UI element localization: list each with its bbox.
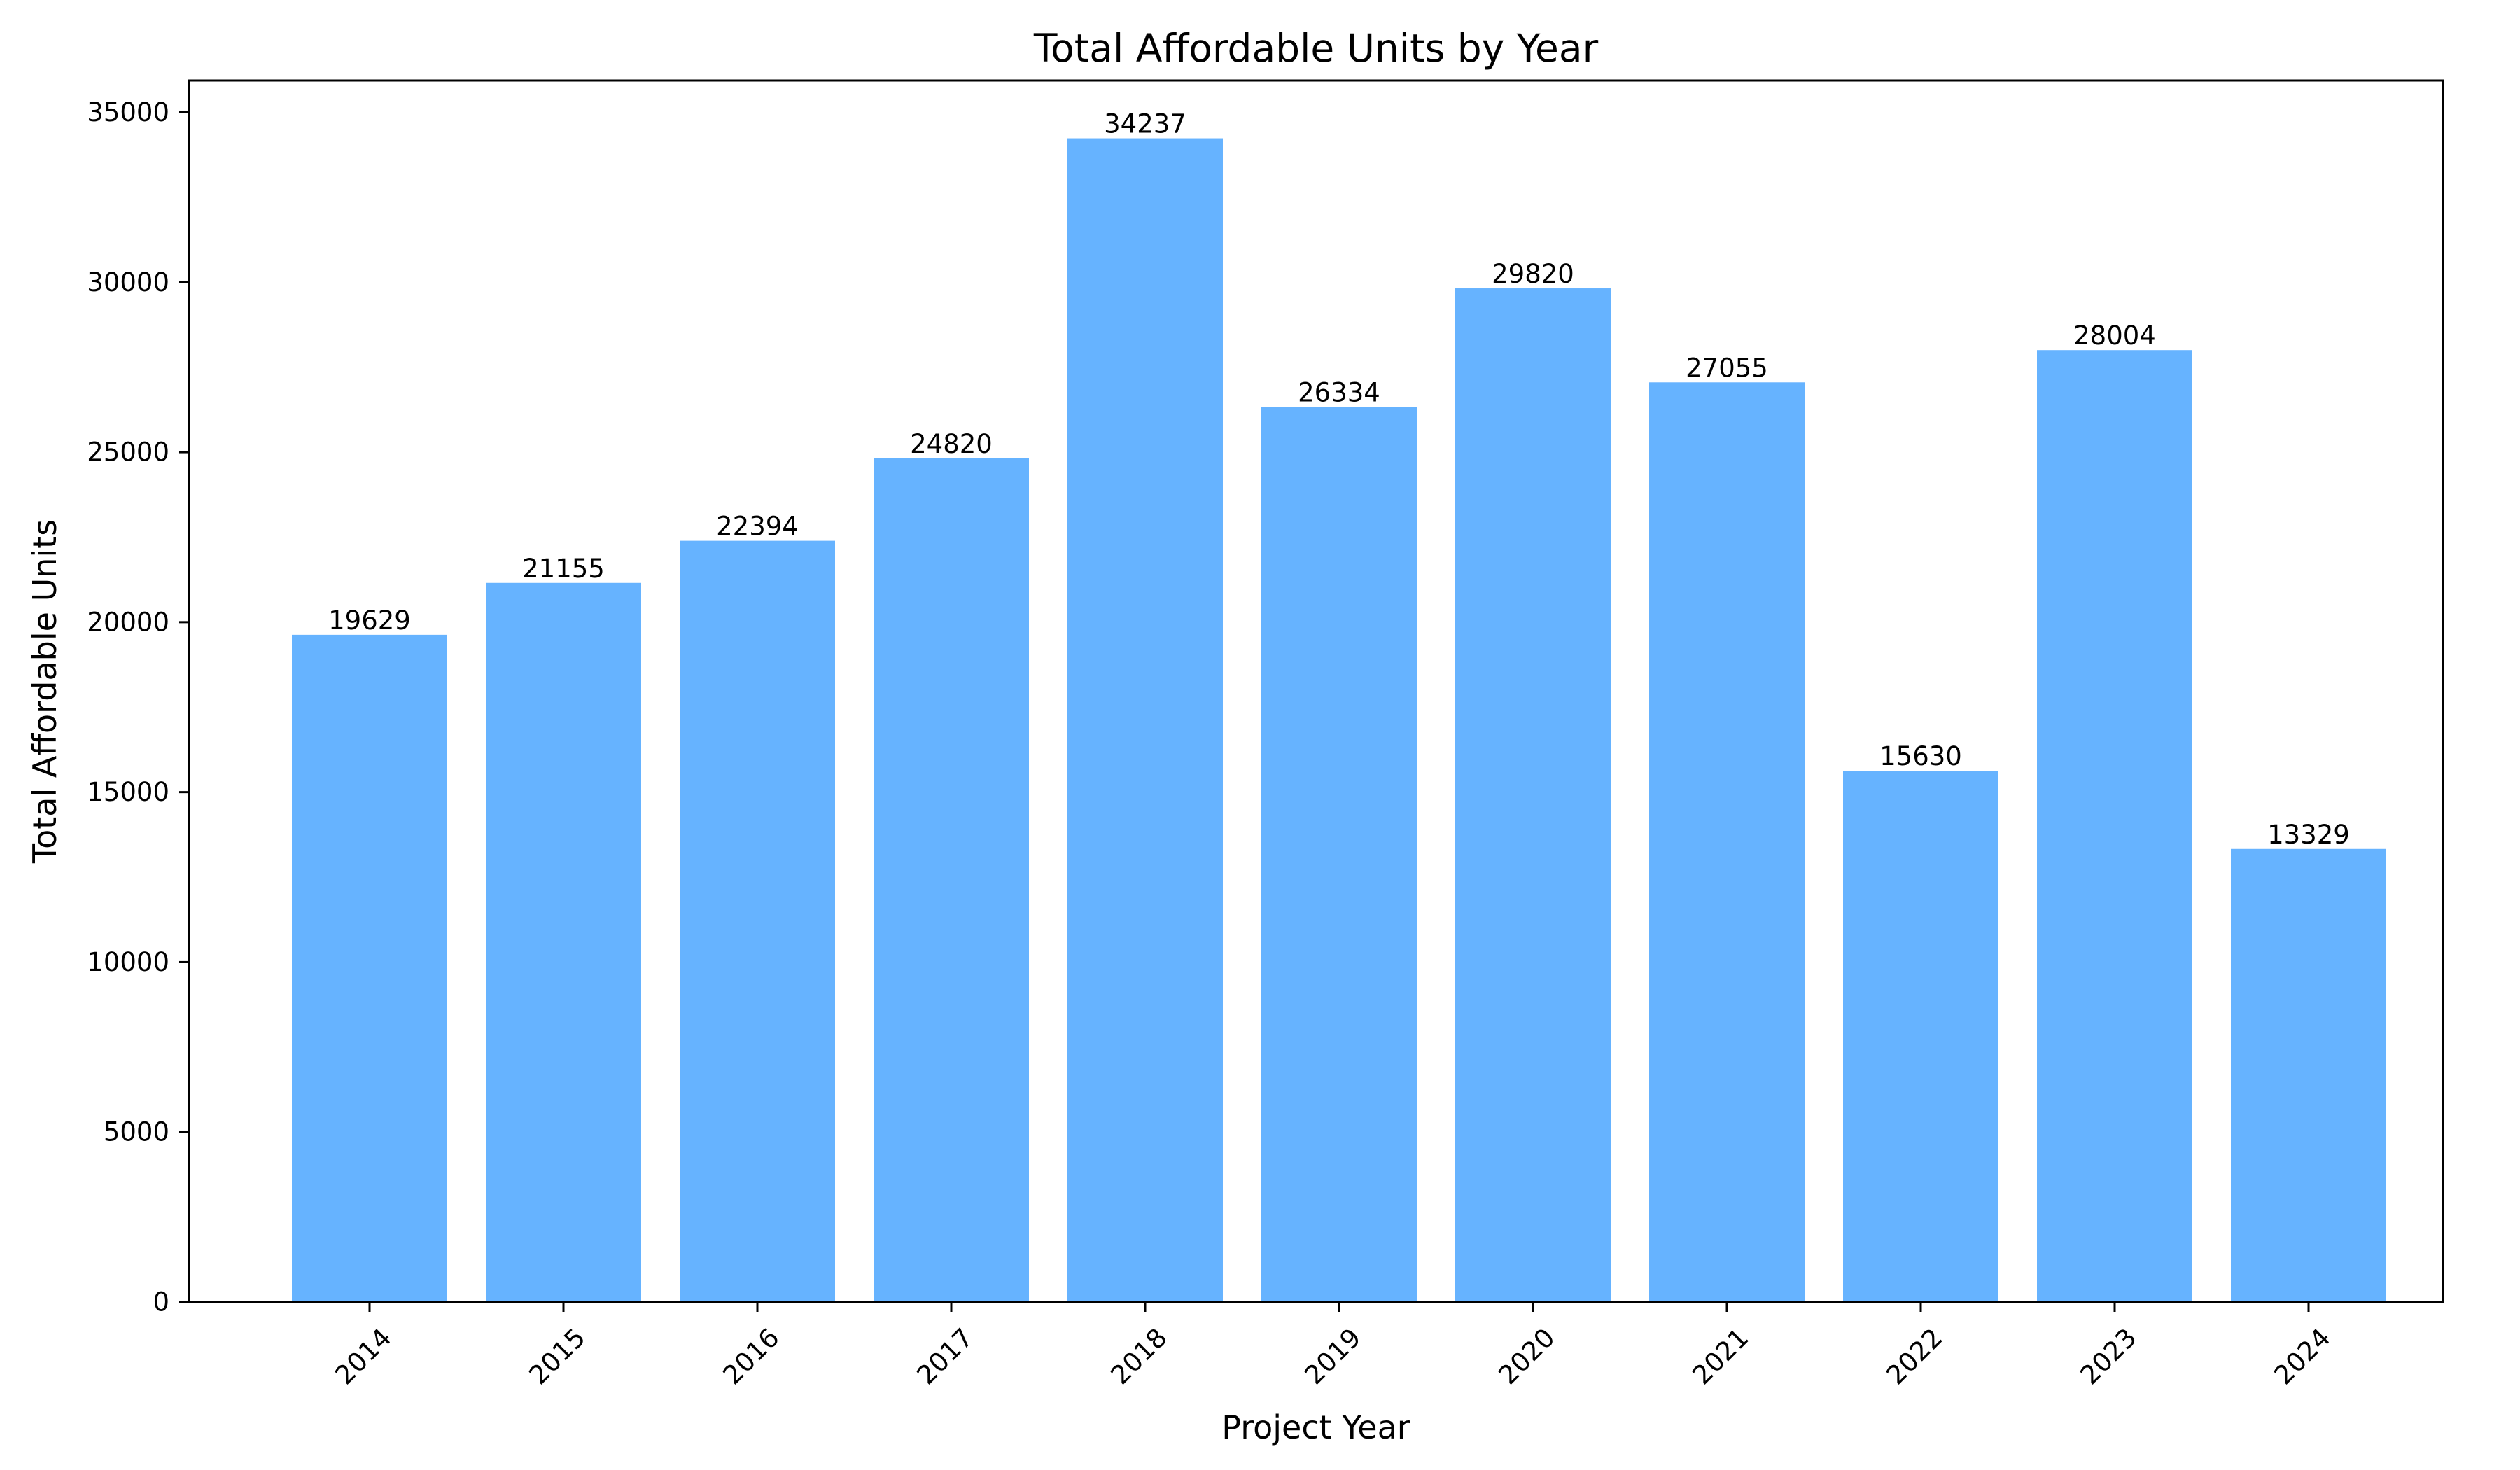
bar-2024 xyxy=(2231,848,2386,1302)
data-label-2017: 24820 xyxy=(910,429,993,459)
data-label-2022: 15630 xyxy=(1879,741,1962,771)
x-axis-title: Project Year xyxy=(1222,1408,1410,1446)
data-label-2015: 21155 xyxy=(522,554,605,584)
data-label-2016: 22394 xyxy=(716,512,799,542)
data-label-2018: 34237 xyxy=(1104,109,1186,139)
data-labels-layer: 19629 21155 22394 24820 34237 26334 29820 27055… xyxy=(328,109,2350,850)
data-label-2024: 13329 xyxy=(2267,820,2350,850)
data-label-2014: 19629 xyxy=(328,606,411,636)
y-tick-label-15000: 15000 xyxy=(87,777,169,807)
data-label-2021: 27055 xyxy=(1686,353,1768,383)
bar-2020 xyxy=(1455,288,1611,1302)
bar-2016 xyxy=(680,540,835,1302)
bar-2018 xyxy=(1068,138,1223,1302)
bar-2014 xyxy=(292,634,447,1302)
data-label-2020: 29820 xyxy=(1492,259,1574,289)
data-label-2019: 26334 xyxy=(1298,377,1380,407)
bar-2019 xyxy=(1261,407,1417,1303)
y-tick-label-0: 0 xyxy=(153,1287,169,1317)
y-tick-label-5000: 5000 xyxy=(104,1117,169,1147)
plot-area-frame xyxy=(188,79,2444,1303)
y-axis-title: Total Affordable Units xyxy=(26,519,64,864)
bar-2021 xyxy=(1649,382,1805,1302)
y-tick-label-30000: 30000 xyxy=(87,267,169,298)
chart-title: Total Affordable Units by Year xyxy=(1033,26,1599,71)
bar-2023 xyxy=(2037,350,2192,1303)
y-tick-label-35000: 35000 xyxy=(87,97,169,127)
y-tick-label-20000: 20000 xyxy=(87,607,169,637)
bar-2017 xyxy=(874,458,1029,1303)
data-label-2023: 28004 xyxy=(2073,321,2156,351)
y-tick-label-25000: 25000 xyxy=(87,438,169,468)
bars-layer xyxy=(292,138,2386,1303)
bar-2022 xyxy=(1843,771,1998,1302)
y-axis: 0 5000 10000 15000 20000 25000 30000 35000 xyxy=(87,97,189,1317)
y-tick-label-10000: 10000 xyxy=(87,947,169,977)
bar-2015 xyxy=(486,582,641,1302)
